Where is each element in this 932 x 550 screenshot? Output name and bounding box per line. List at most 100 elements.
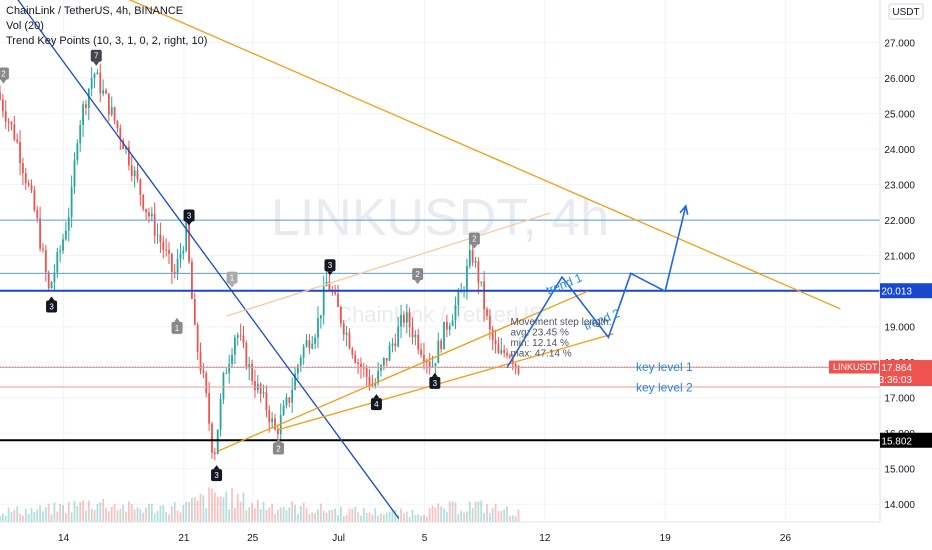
candle-body	[397, 326, 400, 347]
volume-bar	[102, 498, 105, 522]
volume-bar	[328, 510, 331, 522]
key-point-label: 3	[328, 261, 333, 270]
volume-bar	[33, 512, 36, 522]
x-tick-label: 26	[780, 533, 792, 544]
candle-body	[506, 352, 508, 356]
candle-body	[128, 146, 130, 166]
price-axis[interactable]: 14.00015.00016.00017.00018.00019.00020.0…	[879, 0, 932, 522]
candle-body	[110, 107, 113, 115]
volume-bar	[319, 503, 322, 522]
candle-body	[222, 373, 225, 399]
volume-bar	[508, 515, 511, 522]
candle-body	[156, 234, 159, 236]
key-point-badge	[429, 376, 441, 389]
chart-legend: ChainLink / TetherUS, 4h, BINANCE Vol (2…	[6, 4, 207, 49]
candle-body	[47, 272, 50, 289]
volume-bar	[428, 508, 431, 522]
volume-bar	[205, 508, 208, 522]
candle-body	[354, 354, 357, 363]
legend-indicator[interactable]: Trend Key Points (10, 3, 1, 0, 2, right,…	[6, 35, 208, 47]
volume-bars	[0, 487, 520, 522]
x-tick-label: 19	[660, 533, 672, 544]
volume-bar	[231, 487, 233, 522]
volume-bar	[345, 514, 348, 522]
x-tick-label: 25	[247, 533, 259, 544]
currency-badge[interactable]: USDT	[888, 3, 924, 20]
volume-bar	[165, 512, 168, 522]
volume-bar	[59, 503, 62, 522]
candle-body	[39, 218, 42, 249]
movement-stats: Movement step length: avg: 23.45 % min: …	[510, 317, 611, 360]
volume-bar	[388, 511, 391, 522]
current-price-symbol: LINKUSDT	[833, 362, 878, 372]
candle-body	[382, 358, 385, 366]
volume-bar	[159, 505, 162, 522]
candle-body	[59, 250, 62, 252]
volume-bar	[173, 501, 176, 522]
projection-line	[506, 205, 687, 368]
volume-bar	[302, 502, 305, 522]
key-point: 3	[46, 296, 58, 313]
volume-bar	[119, 508, 122, 522]
key-point: 7	[90, 49, 102, 66]
volume-bar	[208, 487, 211, 522]
legend-title[interactable]: ChainLink / TetherUS, 4h, BINANCE	[6, 5, 184, 17]
volume-bar	[196, 500, 199, 522]
watermark-symbol: LINKUSDT, 4h	[271, 189, 609, 247]
time-axis[interactable]: 14 21 25 Jul 5 12 19 26	[0, 521, 932, 550]
volume-bar	[191, 497, 193, 522]
key-point: 4	[370, 394, 382, 411]
candle-body	[365, 368, 368, 377]
volume-bar	[239, 501, 242, 522]
key-point: 2	[468, 232, 480, 249]
candle-body	[391, 343, 394, 346]
volume-bar	[437, 503, 440, 522]
volume-bar	[110, 506, 113, 522]
candle-body	[423, 354, 425, 362]
trend-lines[interactable]	[15, 0, 841, 519]
volume-bar	[193, 497, 196, 522]
candle-body	[371, 385, 374, 387]
candle-body	[377, 370, 380, 384]
volume-bar	[380, 513, 382, 522]
candle-body	[211, 423, 213, 453]
volume-bar	[443, 508, 445, 522]
projection-path[interactable]	[506, 204, 689, 368]
candle-body	[408, 312, 411, 328]
volume-bar	[331, 509, 334, 522]
volume-bar	[64, 513, 67, 522]
candle-body	[414, 334, 417, 338]
volume-bar	[457, 514, 460, 522]
volume-bar	[274, 513, 276, 522]
volume-bar	[294, 504, 296, 522]
candle-body	[79, 124, 82, 144]
volume-bar	[156, 510, 159, 522]
candle-body	[231, 354, 233, 364]
key-point-pointer	[471, 244, 478, 249]
y-tick-label: 24.000	[884, 145, 915, 156]
volume-bar	[130, 503, 133, 522]
horizontal-levels[interactable]	[0, 219, 880, 442]
volume-bar	[282, 507, 285, 522]
candle-body	[360, 363, 362, 368]
volume-bar	[408, 517, 411, 522]
candle-body	[508, 355, 511, 358]
candle-body	[150, 213, 153, 217]
candle-body	[93, 74, 96, 79]
key-point: 1	[171, 317, 183, 334]
candle-body	[443, 321, 445, 350]
volume-bar	[351, 508, 354, 522]
volume-bar	[311, 512, 314, 522]
y-tick-label: 22.000	[884, 216, 915, 227]
candle-body	[0, 92, 1, 100]
legend-volume[interactable]: Vol (20)	[6, 20, 44, 32]
volume-bar	[371, 514, 374, 522]
candle-body	[216, 429, 219, 454]
volume-bar	[305, 508, 308, 522]
candle-body	[153, 213, 156, 236]
volume-bar	[445, 511, 448, 522]
x-tick-label: 14	[58, 533, 70, 544]
y-tick-label: 27.000	[884, 39, 915, 50]
candle-body	[351, 348, 354, 355]
